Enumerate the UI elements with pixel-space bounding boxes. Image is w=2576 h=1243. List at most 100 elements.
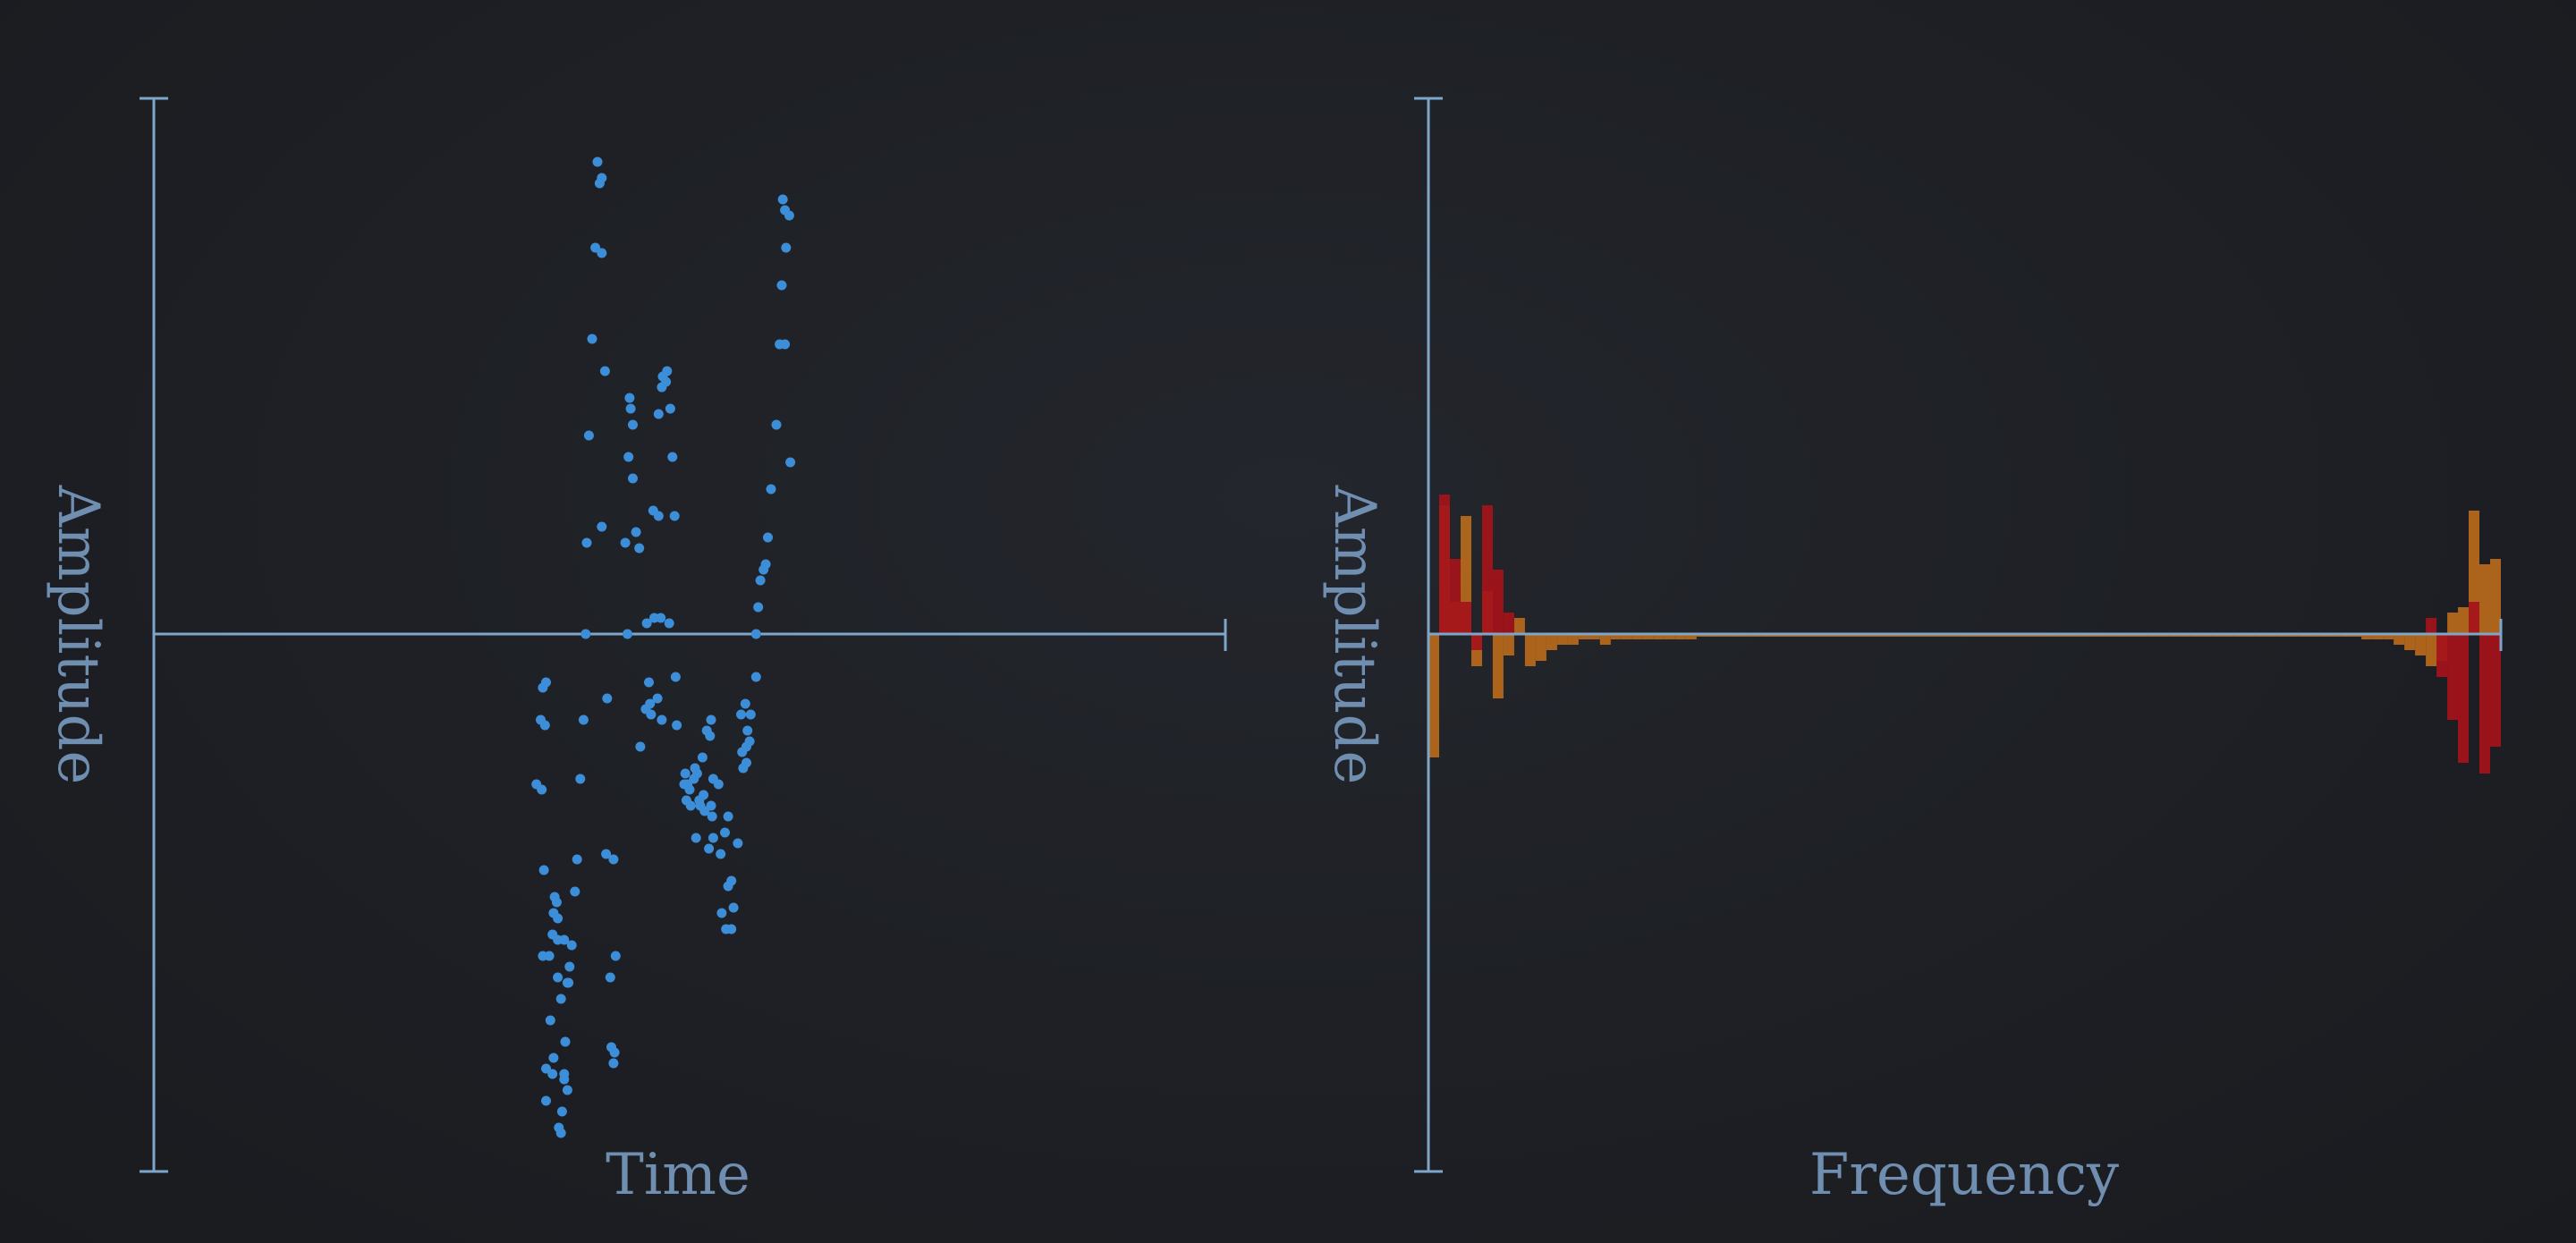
scatter-point [628, 419, 638, 430]
scatter-point [690, 763, 700, 774]
scatter-point [708, 833, 718, 843]
scatter-point [721, 924, 732, 934]
scatter-point [601, 849, 612, 859]
scatter-point [706, 800, 716, 811]
scatter-point [706, 715, 716, 725]
frequency-bar [2415, 634, 2427, 655]
scatter-point [590, 242, 601, 253]
scatter-point [597, 521, 607, 532]
scatter-point [556, 1106, 567, 1117]
scatter-point [559, 1074, 570, 1085]
scatter-point [720, 827, 730, 838]
scatter-point [723, 811, 733, 822]
scatter-point [551, 897, 562, 908]
frequency-bar [1428, 634, 1439, 757]
scatter-point [566, 940, 577, 951]
scatter-point [652, 693, 663, 704]
scatter-point [680, 768, 691, 779]
scatter-point [741, 757, 751, 768]
scatter-point [753, 602, 764, 613]
frequency-bar [1653, 634, 1665, 639]
scatter-point [776, 280, 787, 291]
frequency-bar [1461, 602, 1471, 634]
scatter-point [780, 205, 791, 216]
scatter-point [737, 747, 748, 757]
scatter-point [597, 173, 607, 183]
scatter-point [580, 629, 591, 639]
scatter-point [707, 811, 717, 822]
scatter-point [685, 800, 696, 811]
scatter-point [781, 242, 792, 253]
scatter-point [670, 672, 681, 682]
scatter-point [562, 977, 572, 988]
scatter-point [699, 790, 709, 800]
scatter-point [597, 248, 607, 258]
frequency-bar [2469, 602, 2479, 634]
scatter-point [544, 951, 555, 961]
scatter-point [537, 784, 547, 795]
scatter-point [665, 403, 675, 414]
scatter-point [705, 731, 716, 741]
scatter-point [624, 393, 635, 403]
frequency-bar [2447, 634, 2459, 720]
scatter-point [780, 339, 791, 350]
scatter-point [733, 838, 743, 849]
scatter-point [657, 371, 668, 382]
scatter-point [728, 902, 739, 913]
scatter-point [553, 913, 564, 924]
scatter-point [572, 854, 582, 865]
scatter-point [583, 430, 594, 441]
scatter-point [623, 629, 632, 639]
scatter-point [564, 961, 575, 972]
frequency-bar [1631, 634, 1643, 639]
scatter-point [785, 457, 796, 468]
scatter-point [641, 618, 652, 629]
scatter-point [570, 886, 580, 897]
scatter-point [599, 366, 610, 376]
scatter-point [750, 629, 761, 639]
scatter-point [664, 618, 674, 629]
scatter-point [777, 194, 788, 205]
frequency-bar [1664, 634, 1675, 639]
scatter-point [679, 779, 690, 790]
scatter-point [672, 720, 682, 731]
frequency-bar [2490, 634, 2501, 747]
frequency-bar [1685, 634, 1697, 639]
frequency-bar [2394, 634, 2405, 645]
frequency-bar [1599, 634, 1611, 645]
frequency-bar [2479, 564, 2490, 634]
frequency-bar [1535, 634, 1546, 661]
scatter-point [740, 698, 750, 709]
frequency-bar [1471, 634, 1482, 650]
scatter-point [620, 537, 631, 548]
frequency-bar [1492, 570, 1504, 634]
frequency-bar [1503, 634, 1514, 655]
scatter-point [736, 709, 746, 720]
frequency-bar [2458, 607, 2469, 634]
scatter-point [656, 613, 666, 623]
frequency-bar [1492, 634, 1504, 698]
frequency-bar [2383, 634, 2394, 639]
scatter-point [726, 875, 737, 886]
scatter-point [555, 994, 566, 1004]
scatter-point [560, 1036, 571, 1047]
scatter-point [625, 403, 636, 414]
frequency-bar [2447, 613, 2459, 634]
scatter-point [669, 511, 680, 521]
scatter-point [713, 779, 724, 790]
scatter-point [587, 334, 597, 344]
scatter-point [646, 709, 657, 720]
scatter-point [697, 752, 708, 763]
frequency-bar [1589, 634, 1600, 639]
scatter-point [750, 672, 761, 682]
scatter-point [634, 543, 645, 554]
scatter-point [539, 720, 550, 731]
scatter-point [744, 736, 755, 747]
scatter-point [691, 833, 701, 843]
scatter-point [699, 806, 710, 816]
frequency-bar [1439, 495, 1450, 634]
scatter-point [555, 1128, 566, 1138]
frequency-bar [1546, 634, 1557, 650]
frequency-bar [1482, 505, 1493, 634]
